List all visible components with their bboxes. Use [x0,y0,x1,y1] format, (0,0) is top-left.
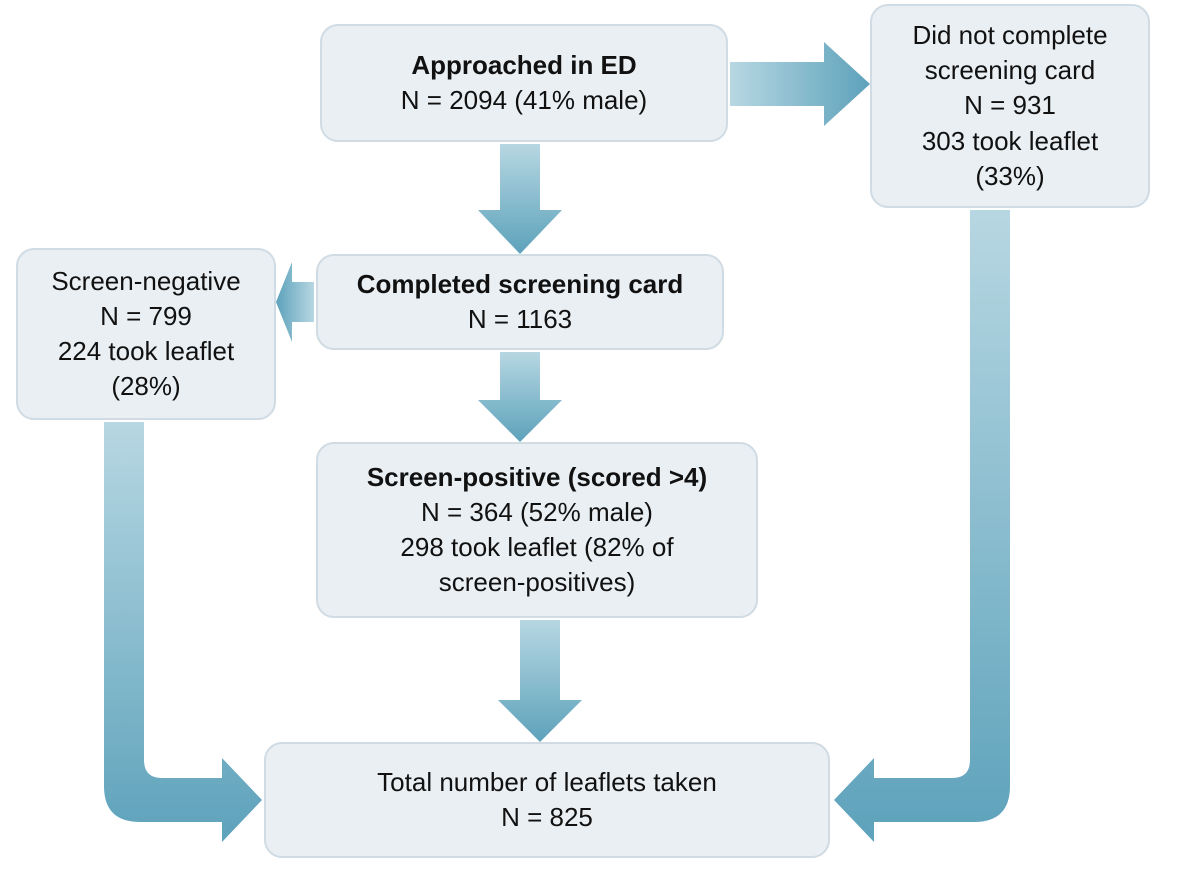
node-approached: Approached in ED N = 2094 (41% male) [320,24,728,142]
total-title: Total number of leaflets taken [377,765,717,800]
node-screen-negative: Screen-negative N = 799 224 took leaflet… [16,248,276,420]
approached-subtitle: N = 2094 (41% male) [401,83,647,118]
dnc-line3: N = 931 [964,88,1056,123]
sn-line3: 224 took leaflet [58,334,234,369]
dnc-line2: screening card [925,53,1096,88]
arrow-approached-to-completed [478,144,562,254]
dnc-line5: (33%) [975,159,1044,194]
sn-line4: (28%) [111,369,180,404]
completed-title: Completed screening card [357,267,684,302]
node-screen-positive: Screen-positive (scored >4) N = 364 (52%… [316,442,758,618]
arrow-approached-to-dnc [730,42,870,126]
node-total: Total number of leaflets taken N = 825 [264,742,830,858]
sn-line1: Screen-negative [51,264,240,299]
arrow-completed-to-screen-pos [478,352,562,442]
arrow-screen-neg-to-total [104,422,262,842]
sp-title: Screen-positive (scored >4) [367,460,707,495]
total-subtitle: N = 825 [501,800,593,835]
node-completed: Completed screening card N = 1163 [316,254,724,350]
dnc-line1: Did not complete [912,18,1107,53]
sp-line4: screen-positives) [439,565,636,600]
sp-line3: 298 took leaflet (82% of [400,530,673,565]
arrow-screen-pos-to-total [498,620,582,742]
completed-subtitle: N = 1163 [468,302,572,337]
approached-title: Approached in ED [411,48,636,83]
sp-line2: N = 364 (52% male) [421,495,653,530]
dnc-line4: 303 took leaflet [922,124,1098,159]
arrow-dnc-to-total [834,210,1010,842]
arrow-completed-to-screen-neg [276,262,314,342]
sn-line2: N = 799 [100,299,192,334]
node-did-not-complete: Did not complete screening card N = 931 … [870,4,1150,208]
